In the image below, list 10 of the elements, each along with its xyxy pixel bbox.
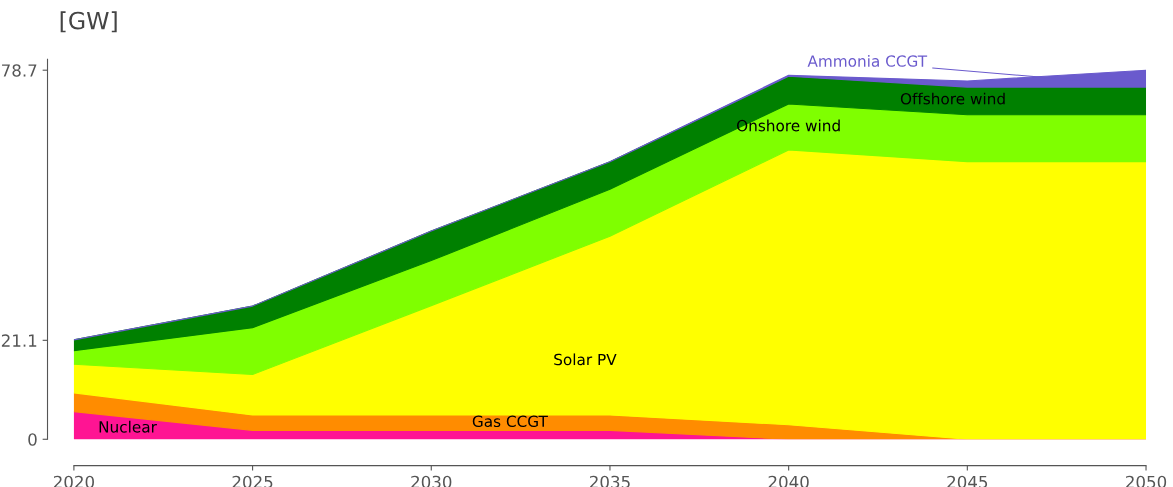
series-label: Onshore wind bbox=[737, 119, 840, 132]
y-tick-label: 0 bbox=[28, 433, 37, 446]
y-tick-label: 21.1 bbox=[1, 334, 37, 347]
y-axis-title: [GW] bbox=[60, 11, 117, 33]
series-label: Ammonia CCGT bbox=[807, 55, 928, 67]
series-label: Solar PV bbox=[554, 353, 617, 366]
series-label: Offshore wind bbox=[900, 92, 1005, 105]
series-label: Nuclear bbox=[99, 420, 157, 433]
y-tick-label: 78.7 bbox=[2, 64, 37, 77]
series-label: Gas CCGT bbox=[472, 415, 548, 428]
